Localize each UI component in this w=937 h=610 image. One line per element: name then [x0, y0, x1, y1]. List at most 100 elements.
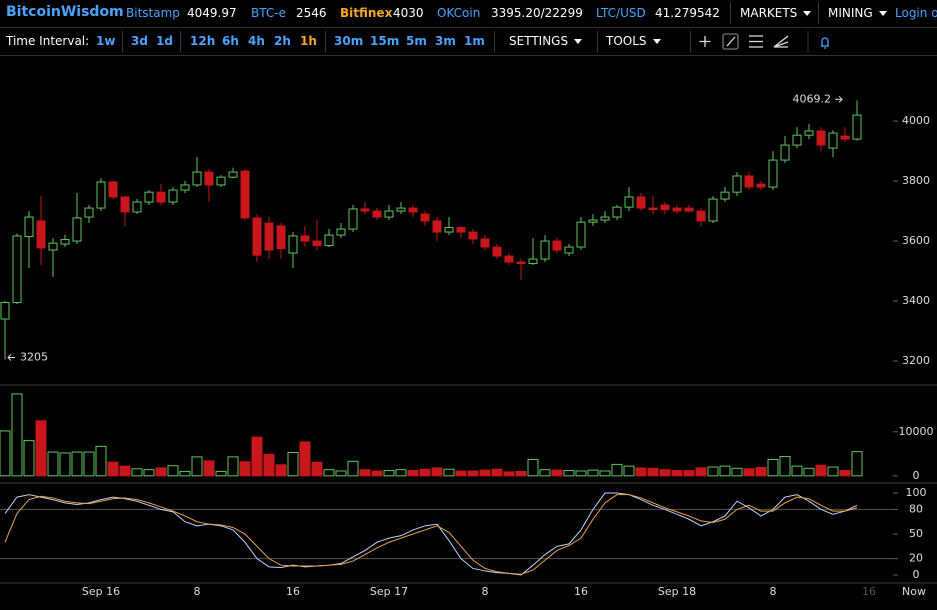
volume-bar	[419, 468, 431, 477]
candle-body	[48, 242, 58, 251]
x-tick-label: 8	[194, 585, 201, 598]
brand[interactable]: BitcoinWisdom	[6, 4, 124, 20]
interval-button[interactable]: 2h	[274, 34, 291, 48]
candle-body	[144, 191, 154, 203]
menu[interactable]: MINING	[828, 6, 887, 20]
line-tool[interactable]	[726, 36, 736, 47]
candle-body	[120, 196, 130, 213]
ticker-name[interactable]: Bitfinex	[340, 6, 393, 20]
line-tool-frame[interactable]	[722, 33, 739, 50]
menu[interactable]: TOOLS	[606, 34, 661, 48]
interval-button[interactable]: 30m	[334, 34, 364, 48]
high-annotation: 4069.2	[793, 92, 832, 105]
ticker-name[interactable]: Bitstamp	[126, 6, 180, 20]
candle-body	[312, 240, 322, 247]
volume-bar	[731, 467, 743, 477]
ticker-name[interactable]: BTC-e	[251, 6, 286, 20]
volume-bar	[791, 465, 803, 477]
candle-body	[612, 206, 622, 218]
candle-body	[132, 201, 142, 213]
interval-button[interactable]: 3m	[435, 34, 456, 48]
draw-tool[interactable]	[773, 35, 789, 48]
volume-bar	[515, 470, 527, 477]
volume-bar	[311, 461, 323, 477]
candle-body	[576, 221, 586, 248]
candle-body	[108, 181, 118, 198]
interval-button[interactable]: 15m	[370, 34, 400, 48]
volume-bar	[203, 460, 215, 477]
ticker-price: 4030	[393, 6, 424, 20]
candle-body	[384, 210, 394, 218]
volume-bar	[719, 465, 731, 477]
x-tick-label: Sep 16	[82, 585, 120, 598]
interval-button[interactable]: 1d	[156, 34, 173, 48]
ticker-name[interactable]: LTC/USD	[596, 6, 646, 20]
menu-label[interactable]: MINING	[828, 6, 873, 20]
caret	[803, 11, 812, 16]
candle-body	[456, 227, 466, 233]
alert-bell[interactable]	[821, 37, 829, 49]
y-tick-label: 50	[909, 527, 923, 540]
volume-bar	[671, 470, 683, 477]
candle-body	[732, 175, 742, 193]
menu[interactable]: SETTINGS	[509, 34, 583, 48]
volume-bar	[395, 469, 407, 477]
x-tick-label: 16	[574, 585, 588, 598]
menu-label[interactable]: SETTINGS	[509, 34, 569, 48]
separator	[494, 31, 495, 52]
x-tick-label: 16	[862, 585, 876, 598]
candle-body	[816, 130, 826, 146]
menu[interactable]: MARKETS	[740, 6, 812, 20]
ticker-price: 41.279542	[655, 6, 720, 20]
candle-body	[768, 159, 778, 188]
candle-body	[852, 114, 862, 140]
interval-button[interactable]: 6h	[222, 34, 239, 48]
candle-body	[792, 134, 802, 146]
volume-bar	[467, 470, 479, 477]
volume-bar	[23, 440, 35, 477]
crosshair-tool[interactable]	[699, 36, 711, 47]
candle-body	[276, 225, 286, 250]
candle-body	[696, 210, 706, 222]
interval-button[interactable]: 4h	[248, 34, 265, 48]
y-tick-label: 3200	[902, 354, 930, 367]
candle-body	[588, 219, 598, 223]
caret	[878, 11, 887, 16]
candle-body	[564, 246, 574, 254]
volume-bar	[623, 465, 635, 477]
y-tick-label: 4000	[902, 114, 930, 127]
candle-body	[360, 208, 370, 212]
volume-bar	[47, 451, 59, 477]
candle-body	[336, 228, 346, 236]
volume-bar	[551, 469, 563, 477]
fib-tool[interactable]	[749, 35, 763, 48]
candle-body	[468, 231, 478, 240]
menu-label[interactable]: MARKETS	[740, 6, 798, 20]
volume-bar	[191, 456, 203, 477]
toolbar: Time Interval: SETTINGS TOOLS 1w 3d 1d 12h 6…	[0, 28, 937, 56]
interval-button[interactable]: 12h	[190, 34, 216, 48]
login-link[interactable]: Login or	[895, 6, 937, 20]
tool-icons	[699, 31, 829, 52]
volume-bar	[335, 470, 347, 477]
interval-button[interactable]: 5m	[406, 34, 427, 48]
volume-bar	[299, 441, 311, 477]
y-tick-label: 0	[913, 568, 920, 581]
separator	[180, 31, 181, 52]
candle-body	[72, 217, 82, 242]
candle-body	[204, 171, 214, 186]
menu-label[interactable]: TOOLS	[606, 34, 647, 48]
volume-bar	[323, 469, 335, 477]
interval-button[interactable]: 1m	[464, 34, 485, 48]
interval-button[interactable]: 1w	[96, 34, 116, 48]
candle-body	[528, 258, 538, 265]
candle-body	[480, 238, 490, 248]
volume-bar	[743, 468, 755, 477]
interval-button[interactable]: 1h	[300, 34, 317, 48]
ticker-name[interactable]: OKCoin	[437, 6, 481, 20]
interval-button[interactable]: 3d	[131, 34, 148, 48]
separator	[690, 31, 691, 52]
volume-bar	[611, 463, 623, 477]
